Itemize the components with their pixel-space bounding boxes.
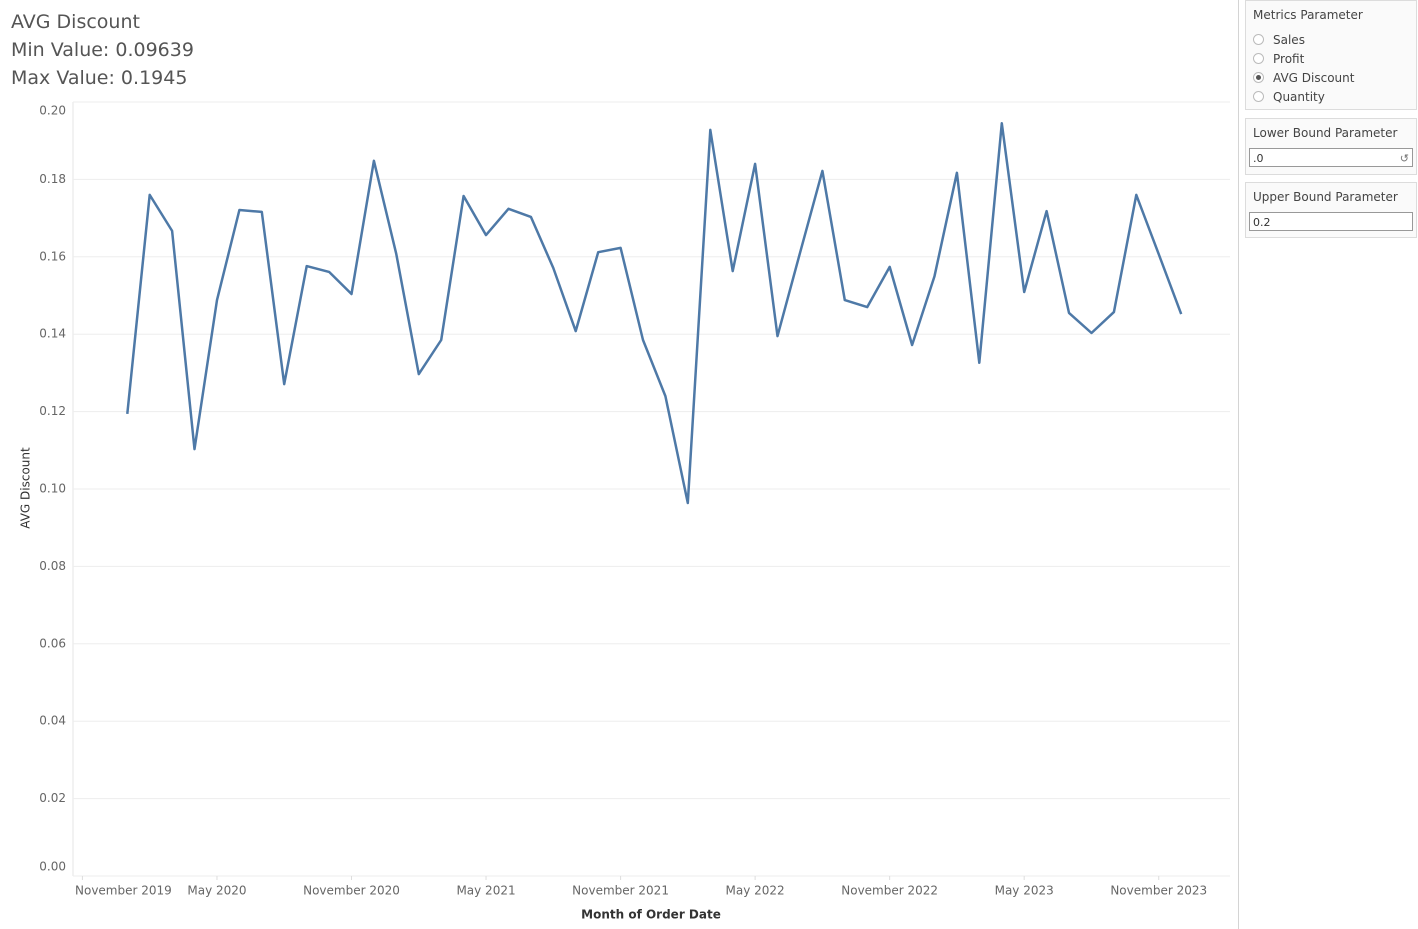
metrics-card: Metrics Parameter Sales Profit AVG Discoun… (1245, 0, 1417, 110)
radio[interactable] (1253, 53, 1264, 64)
y-tick-label: 0.04 (39, 714, 66, 728)
y-tick-label: 0.16 (39, 249, 66, 263)
lower-value: .0 (1253, 152, 1264, 165)
y-tick-label: 0.12 (39, 404, 66, 418)
chart: AVG Discount Month of Order Date 0.00 0.0… (19, 101, 1230, 922)
x-tick-label: November 2022 (841, 884, 938, 898)
option[interactable]: Quantity (1253, 87, 1416, 106)
data-line (126, 122, 1183, 505)
radio[interactable] (1253, 72, 1264, 83)
option-label: Profit (1273, 51, 1305, 66)
option-label: Sales (1273, 32, 1305, 47)
x-tick-label: November 2023 (1110, 884, 1207, 898)
upper-card: Upper Bound Parameter 0.2 (1245, 182, 1417, 238)
y-tick-label: 0.10 (39, 482, 66, 496)
lower-input[interactable]: .0 ↺ (1249, 148, 1413, 167)
option-label: Quantity (1273, 89, 1325, 104)
x-tick-label: May 2022 (726, 884, 785, 898)
x-tick-label: May 2021 (456, 884, 515, 898)
lower-card: Lower Bound Parameter .0 ↺ (1245, 118, 1417, 175)
x-tick-label: May 2023 (995, 884, 1054, 898)
radio[interactable] (1253, 34, 1264, 45)
y-tick-label: 0.02 (39, 791, 66, 805)
y-tick-label: 0.20 (39, 104, 66, 118)
radio[interactable] (1253, 91, 1264, 102)
y-axis-title: AVG Discount (19, 447, 33, 529)
upper-title: Upper Bound Parameter (1253, 190, 1398, 204)
reset-icon[interactable]: ↺ (1399, 152, 1409, 165)
options: Sales Profit AVG Discount Quantity (1246, 30, 1416, 106)
sheet-title: AVG Discount (11, 11, 140, 33)
metrics-title: Metrics Parameter (1253, 8, 1363, 22)
option[interactable]: Sales (1253, 30, 1416, 49)
y-tick-label: 0.18 (39, 172, 66, 186)
x-axis-title: Month of Order Date (581, 908, 721, 922)
y-tick-label: 0.00 (39, 860, 66, 874)
upper-input[interactable]: 0.2 (1249, 212, 1413, 231)
y-tick-label: 0.08 (39, 559, 66, 573)
x-tick-label: November 2020 (303, 884, 400, 898)
lower-title: Lower Bound Parameter (1253, 126, 1398, 140)
x-tick-label: November 2021 (572, 884, 669, 898)
y-tick-label: 0.14 (39, 327, 66, 341)
y-tick-label: 0.06 (39, 636, 66, 650)
option-label: AVG Discount (1273, 70, 1355, 85)
parameter-panel: Metrics Parameter Sales Profit AVG Discoun… (1238, 0, 1418, 929)
option[interactable]: AVG Discount (1253, 68, 1416, 87)
x-tick-label: May 2020 (187, 884, 246, 898)
option[interactable]: Profit (1253, 49, 1416, 68)
min-value: Min Value: 0.09639 (11, 39, 194, 61)
max-value: Max Value: 0.1945 (11, 67, 188, 89)
upper-value: 0.2 (1253, 216, 1271, 229)
x-tick-label: November 2019 (75, 884, 172, 898)
